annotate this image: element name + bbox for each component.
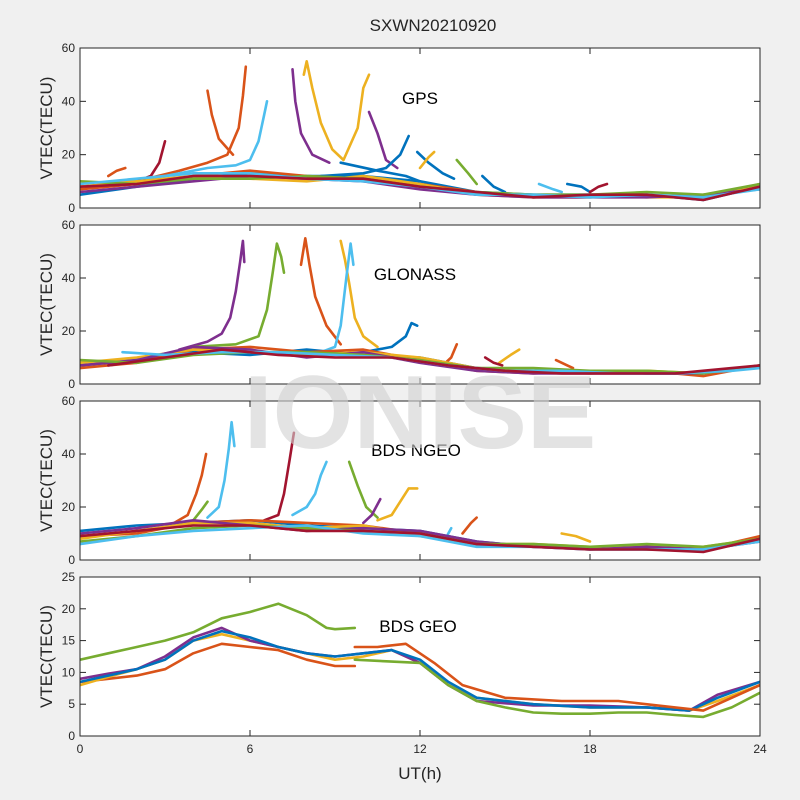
series-group-gps [80,60,760,202]
series-line-gps-3 [291,68,331,164]
y-tick-label-bds-geo-2: 10 [62,665,76,679]
y-tick-label-bds-ngeo-3: 60 [62,394,76,408]
series-line-gps-13 [566,182,592,194]
panel-bds-geo: 0 6 12 18 24 0 5 10 15 20 25 VTEC(TECU) UT(h) BDS GEO [37,570,767,783]
panel-label-bds-geo: BDS GEO [379,617,456,636]
y-tick-label-bds-ngeo-0: 0 [68,553,75,567]
series-line-glonass-0 [177,239,246,351]
series-group-glonass [80,237,760,378]
y-tick-label-bds-ngeo-1: 20 [62,500,76,514]
y-tick-label-gps-1: 20 [62,148,76,162]
y-axis-label-gps: VTEC(TECU) [37,77,56,180]
watermark-text: IONISE [244,355,597,471]
y-tick-label-bds-geo-4: 20 [62,602,76,616]
series-line-glonass-16 [107,348,760,375]
y-tick-label-gps-2: 40 [62,94,76,108]
series-line-glonass-14 [80,350,760,375]
panel-bds-ngeo: 0 20 40 60 VTEC(TECU) BDS NGEO [37,394,761,567]
series-line-gps-4 [302,60,371,162]
series-group-bds-geo [80,602,760,719]
y-tick-label-glonass-0: 0 [68,377,75,391]
x-tick-label-bds-geo-2: 12 [413,742,427,756]
y-tick-label-bds-ngeo-2: 40 [62,447,76,461]
y-tick-label-glonass-1: 20 [62,324,76,338]
plot-area-bds-geo [80,577,760,736]
series-line-bds-ngeo-1 [206,420,236,519]
series-line-bds-ngeo-3 [291,460,328,517]
x-tick-label-bds-geo-4: 24 [753,742,767,756]
series-group-bds-ngeo [80,420,760,554]
series-line-bds-ngeo-2 [262,431,296,522]
series-line-glonass-8 [483,356,504,367]
series-line-glonass-7 [498,348,521,365]
series-line-gps-7 [339,161,422,183]
series-line-bds-ngeo-9 [461,516,478,535]
series-line-bds-ngeo-6 [376,487,419,522]
series-line-gps-10 [455,158,478,186]
series-line-bds-geo-5 [353,642,760,712]
y-tick-label-bds-geo-1: 5 [68,697,75,711]
series-line-gps-6 [319,134,410,178]
series-line-bds-ngeo-14 [80,519,760,551]
series-line-bds-geo-4 [80,629,760,712]
series-line-gps-12 [537,182,563,194]
series-line-gps-23 [80,174,760,202]
series-line-glonass-4 [319,242,355,354]
series-line-gps-1 [206,89,235,156]
x-axis-label-bds-geo: UT(h) [398,764,441,783]
panel-glonass: 0 20 40 60 VTEC(TECU) GLONASS [37,218,761,391]
panel-gps: 0 20 40 60 VTEC(TECU) GPS [37,41,761,215]
series-line-gps-8 [415,150,456,180]
y-axis-label-bds-ngeo: VTEC(TECU) [37,429,56,532]
y-tick-label-bds-geo-0: 0 [68,729,75,743]
series-line-glonass-1 [192,242,286,349]
x-tick-label-bds-geo-0: 0 [77,742,84,756]
series-line-glonass-5 [362,321,419,354]
series-line-bds-ngeo-7 [192,500,209,522]
panel-label-bds-ngeo: BDS NGEO [371,441,461,460]
series-line-gps-20 [80,174,760,199]
series-line-bds-geo-1 [80,642,357,684]
series-line-glonass-2 [299,237,342,346]
y-tick-label-gps-3: 60 [62,41,76,55]
y-axis-label-bds-geo: VTEC(TECU) [37,605,56,708]
figure-title: SXWN20210920 [370,16,497,35]
panel-label-glonass: GLONASS [374,265,456,284]
y-tick-label-glonass-2: 40 [62,271,76,285]
series-line-bds-ngeo-17 [80,524,760,554]
series-line-bds-geo-0 [80,602,357,661]
series-line-gps-14 [588,182,609,194]
y-tick-label-bds-geo-5: 25 [62,570,76,584]
x-tick-label-bds-geo-3: 18 [583,742,597,756]
y-tick-label-bds-geo-3: 15 [62,634,76,648]
y-tick-label-glonass-3: 60 [62,218,76,232]
series-line-glonass-3 [339,239,379,349]
series-line-bds-ngeo-5 [362,497,382,525]
series-line-bds-ngeo-10 [560,532,592,543]
series-line-gps-9 [418,150,436,170]
series-line-gps-11 [481,174,507,194]
series-line-bds-geo-6 [353,658,760,719]
y-tick-label-gps-0: 0 [68,201,75,215]
x-tick-label-bds-geo-1: 6 [247,742,254,756]
y-axis-label-glonass: VTEC(TECU) [37,253,56,356]
series-line-glonass-9 [554,358,575,370]
panel-label-gps: GPS [402,89,438,108]
series-line-bds-ngeo-0 [163,452,208,530]
series-line-gps-16 [107,166,127,178]
